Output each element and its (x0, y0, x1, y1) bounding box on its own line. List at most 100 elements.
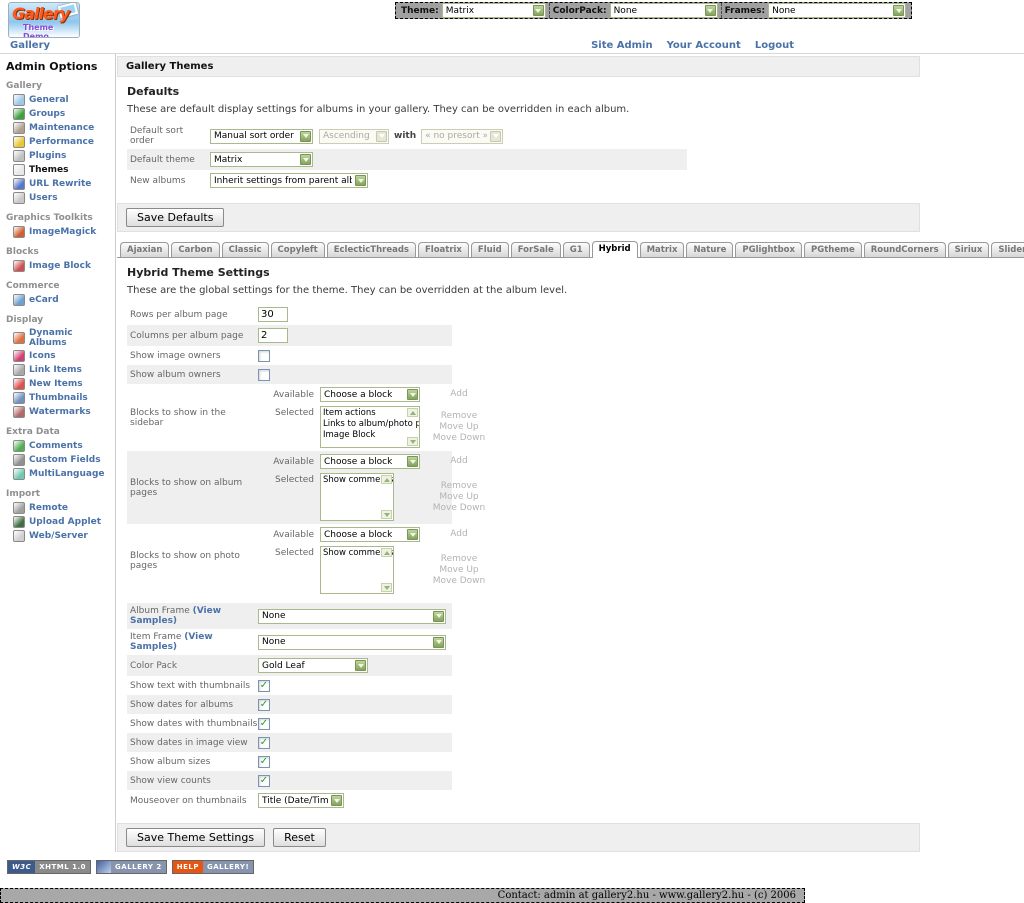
sidebar-item-multilanguage[interactable]: MultiLanguage (6, 467, 113, 481)
listbox-scrollbar[interactable] (407, 408, 418, 446)
save-defaults-bar: Save Defaults (117, 203, 920, 232)
tab-hybrid[interactable]: Hybrid (591, 241, 638, 258)
color-pack-select[interactable]: Gold Leaf (258, 658, 368, 673)
show-album-owners-checkbox[interactable] (258, 368, 270, 381)
tab-eclecticthreads[interactable]: EclecticThreads (326, 242, 416, 257)
tab-ajaxian[interactable]: Ajaxian (120, 242, 170, 257)
tab-classic[interactable]: Classic (221, 242, 269, 257)
default-theme-select[interactable]: Matrix (210, 152, 313, 167)
tab-matrix[interactable]: Matrix (639, 242, 685, 257)
sidebar-item-custom-fields[interactable]: Custom Fields (6, 453, 113, 467)
tab-g1[interactable]: G1 (562, 242, 590, 257)
show-dates-albums-checkbox[interactable] (258, 698, 270, 711)
sidebar-item-maintenance[interactable]: Maintenance (6, 121, 113, 135)
scroll-up-icon[interactable] (407, 408, 418, 417)
scroll-up-icon[interactable] (381, 548, 392, 557)
scroll-down-icon[interactable] (381, 583, 392, 592)
sidebar-item-thumbnails[interactable]: Thumbnails (6, 391, 113, 405)
reset-button[interactable]: Reset (273, 828, 326, 847)
new-albums-select[interactable]: Inherit settings from parent album (210, 173, 368, 188)
blocks-sidebar-selected-list[interactable]: Item actions Links to album/photo peers … (320, 406, 420, 448)
list-item[interactable]: Show comments (323, 475, 394, 485)
show-dates-thumbs-checkbox[interactable] (258, 717, 270, 730)
contact-footer: Contact: admin at gallery2.hu - www.gall… (0, 888, 805, 903)
show-image-owners-checkbox[interactable] (258, 349, 270, 362)
colorpack-select[interactable]: None (609, 3, 718, 18)
list-item[interactable]: Show comments (323, 548, 394, 558)
gallery-home-link[interactable]: Gallery (10, 40, 51, 51)
site-admin-link[interactable]: Site Admin (591, 40, 653, 51)
listbox-scrollbar[interactable] (381, 475, 392, 519)
tab-floatrix[interactable]: Floatrix (417, 242, 469, 257)
tab-nature[interactable]: Nature (686, 242, 734, 257)
columns-per-page-input[interactable] (258, 328, 288, 343)
w3c-xhtml-badge[interactable]: W3C XHTML 1.0 (7, 860, 92, 874)
sidebar-item-themes[interactable]: Themes (6, 163, 113, 177)
tab-forsale[interactable]: ForSale (510, 242, 561, 257)
sidebar-item-groups[interactable]: Groups (6, 107, 113, 121)
sidebar-item-web-server[interactable]: Web/Server (6, 529, 113, 543)
sidebar-item-general[interactable]: General (6, 93, 113, 107)
list-item[interactable]: Image Block (323, 430, 376, 440)
gallery2-badge[interactable]: GALLERY 2 (96, 860, 167, 874)
sidebar-item-icons[interactable]: Icons (6, 349, 113, 363)
album-frame-view-samples-link[interactable]: (View Samples) (130, 606, 222, 626)
tab-carbon[interactable]: Carbon (171, 242, 220, 257)
mouseover-select[interactable]: Title (Date/Time) (258, 793, 344, 808)
icons-icon (13, 350, 25, 362)
scroll-down-icon[interactable] (381, 510, 392, 519)
blocks-sidebar-available-select[interactable]: Choose a block (320, 387, 420, 402)
sort-order-select[interactable]: Manual sort order (210, 128, 313, 144)
theme-select[interactable]: Matrix (441, 3, 546, 18)
tab-fluid[interactable]: Fluid (470, 242, 509, 257)
logout-link[interactable]: Logout (754, 40, 794, 51)
list-item[interactable]: Item actions (323, 408, 376, 418)
sidebar-item-users[interactable]: Users (6, 191, 113, 205)
sidebar-item-imagemagick[interactable]: ImageMagick (6, 225, 113, 239)
blocks-album-selected-list[interactable]: Show comments (320, 473, 394, 521)
show-text-thumbs-checkbox[interactable] (258, 679, 270, 692)
tab-pglightbox[interactable]: PGlightbox (735, 242, 802, 257)
choose-block-value: Choose a block (324, 456, 393, 467)
gallery-logo[interactable]: Gallery Theme Demo (8, 2, 80, 38)
listbox-scrollbar[interactable] (381, 548, 392, 592)
save-theme-settings-button[interactable]: Save Theme Settings (126, 828, 266, 847)
album-frame-select[interactable]: None (258, 608, 446, 624)
save-defaults-button[interactable]: Save Defaults (126, 208, 225, 227)
show-dates-image-checkbox[interactable] (258, 736, 270, 749)
tab-pgtheme[interactable]: PGtheme (804, 242, 862, 257)
scroll-up-icon[interactable] (381, 475, 392, 484)
your-account-link[interactable]: Your Account (666, 40, 741, 51)
item-frame-select[interactable]: None (258, 634, 446, 650)
sidebar-item-comments[interactable]: Comments (6, 439, 113, 453)
sidebar-item-url-rewrite[interactable]: URL Rewrite (6, 177, 113, 191)
defaults-form: Default sort order Manual sort order Asc… (127, 123, 687, 191)
blocks-album-available-select[interactable]: Choose a block (320, 454, 420, 469)
sidebar-item-watermarks[interactable]: Watermarks (6, 405, 113, 419)
sidebar-item-image-block[interactable]: Image Block (6, 259, 113, 273)
tab-slider[interactable]: Slider (991, 242, 1024, 257)
tab-siriux[interactable]: Siriux (947, 242, 990, 257)
frames-select[interactable]: None (768, 3, 907, 18)
list-item[interactable]: Links to album/photo peers (323, 419, 419, 429)
help-gallery-badge[interactable]: HELP GALLERY! (171, 860, 255, 874)
sidebar-item-ecard[interactable]: eCard (6, 293, 113, 307)
sidebar-item-remote[interactable]: Remote (6, 501, 113, 515)
show-album-sizes-checkbox[interactable] (258, 755, 270, 768)
blocks-photo-available-select[interactable]: Choose a block (320, 527, 420, 542)
blocks-photo-selected-list[interactable]: Show comments (320, 546, 394, 594)
dropdown-arrow-icon (355, 660, 366, 671)
xhtml-label: XHTML 1.0 (35, 861, 91, 873)
tab-copyleft[interactable]: Copyleft (270, 242, 325, 257)
scroll-down-icon[interactable] (407, 437, 418, 446)
sidebar-item-upload-applet[interactable]: Upload Applet (6, 515, 113, 529)
tab-roundcorners[interactable]: RoundCorners (863, 242, 946, 257)
rows-per-page-input[interactable] (258, 307, 288, 322)
sidebar-item-dynamic-albums[interactable]: Dynamic Albums (6, 327, 113, 349)
sidebar-item-link-items[interactable]: Link Items (6, 363, 113, 377)
sidebar-item-plugins[interactable]: Plugins (6, 149, 113, 163)
sidebar-item-new-items[interactable]: New Items (6, 377, 113, 391)
sidebar-item-performance[interactable]: Performance (6, 135, 113, 149)
show-view-counts-checkbox[interactable] (258, 774, 270, 787)
item-frame-view-samples-link[interactable]: (View Samples) (130, 632, 213, 652)
